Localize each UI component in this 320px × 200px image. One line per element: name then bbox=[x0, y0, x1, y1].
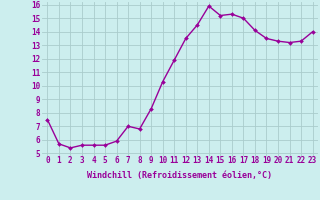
X-axis label: Windchill (Refroidissement éolien,°C): Windchill (Refroidissement éolien,°C) bbox=[87, 171, 273, 180]
